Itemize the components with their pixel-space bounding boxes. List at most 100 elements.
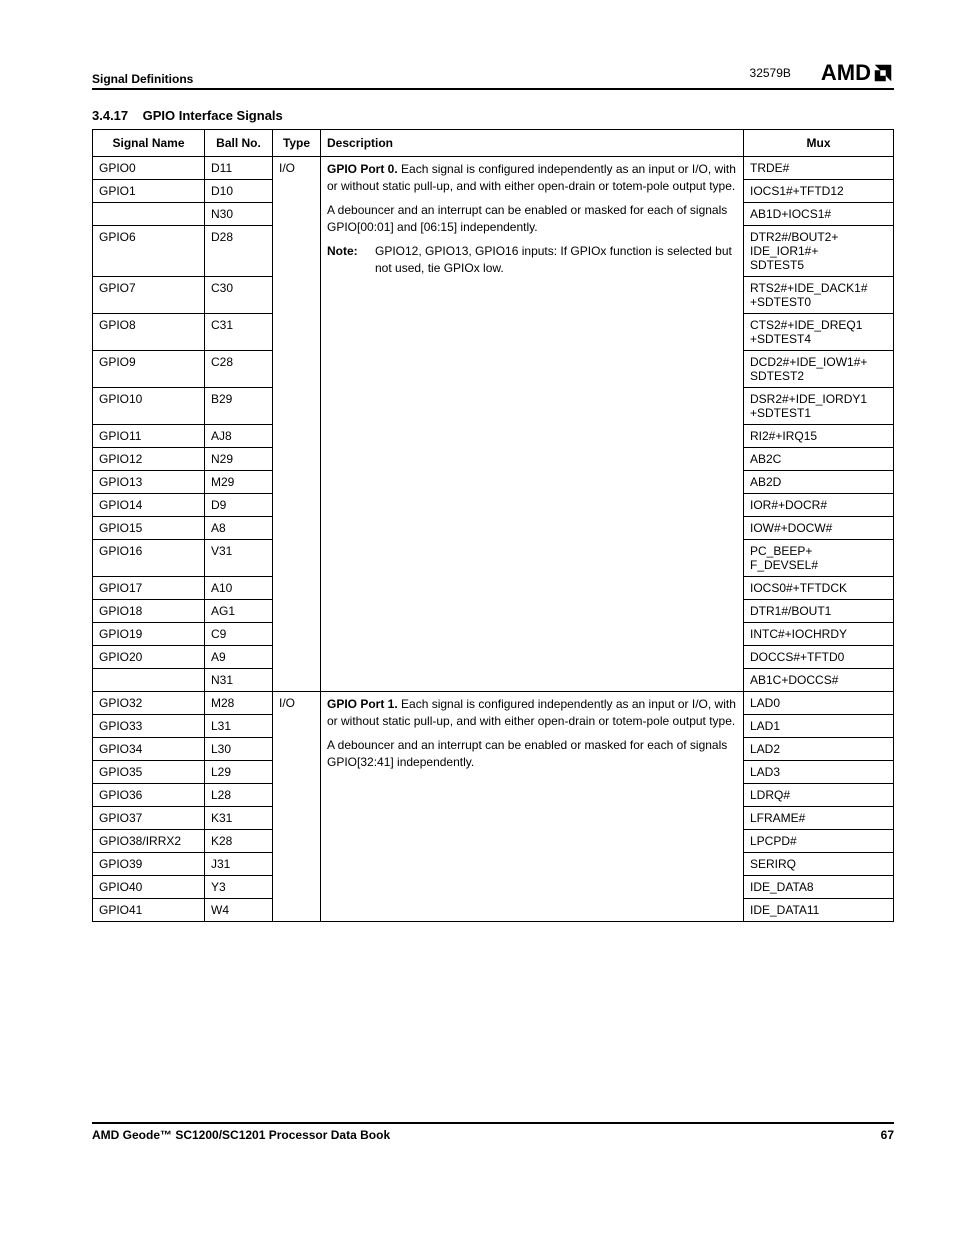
- desc-para2: A debouncer and an interrupt can be enab…: [327, 202, 737, 237]
- ball-cell: D9: [205, 494, 273, 517]
- page-header: Signal Definitions 32579B AMD: [92, 60, 894, 90]
- ball-cell: C28: [205, 351, 273, 388]
- table-row: GPIO0D11I/OGPIO Port 0. Each signal is c…: [93, 157, 894, 180]
- ball-cell: N31: [205, 669, 273, 692]
- mux-cell: SERIRQ: [744, 853, 894, 876]
- mux-cell: PC_BEEP+F_DEVSEL#: [744, 540, 894, 577]
- ball-cell: K31: [205, 807, 273, 830]
- signal-cell: GPIO12: [93, 448, 205, 471]
- ball-cell: K28: [205, 830, 273, 853]
- signal-cell: GPIO32: [93, 692, 205, 715]
- note-text: GPIO12, GPIO13, GPIO16 inputs: If GPIOx …: [375, 243, 737, 278]
- ball-cell: M28: [205, 692, 273, 715]
- signal-cell: GPIO16: [93, 540, 205, 577]
- note-label: Note:: [327, 243, 375, 278]
- mux-cell: IDE_DATA8: [744, 876, 894, 899]
- mux-cell: IOCS1#+TFTD12: [744, 180, 894, 203]
- mux-cell: AB2D: [744, 471, 894, 494]
- signal-cell: GPIO20: [93, 646, 205, 669]
- footer-left: AMD Geode™ SC1200/SC1201 Processor Data …: [92, 1128, 390, 1142]
- desc-para2: A debouncer and an interrupt can be enab…: [327, 737, 737, 772]
- desc-cell: GPIO Port 1. Each signal is configured i…: [321, 692, 744, 922]
- ball-cell: N30: [205, 203, 273, 226]
- signal-cell: GPIO9: [93, 351, 205, 388]
- mux-cell: IOR#+DOCR#: [744, 494, 894, 517]
- signal-cell: GPIO19: [93, 623, 205, 646]
- ball-cell: AG1: [205, 600, 273, 623]
- signal-cell: GPIO0: [93, 157, 205, 180]
- signal-cell: GPIO10: [93, 388, 205, 425]
- signal-cell: GPIO36: [93, 784, 205, 807]
- footer-right: 67: [881, 1128, 894, 1142]
- header-right: 32579B AMD: [750, 60, 894, 86]
- ball-cell: A8: [205, 517, 273, 540]
- desc-lead-bold: GPIO Port 1.: [327, 697, 398, 711]
- table-body: GPIO0D11I/OGPIO Port 0. Each signal is c…: [93, 157, 894, 922]
- signal-cell: GPIO13: [93, 471, 205, 494]
- ball-cell: A9: [205, 646, 273, 669]
- signal-cell: GPIO7: [93, 277, 205, 314]
- ball-cell: Y3: [205, 876, 273, 899]
- ball-cell: J31: [205, 853, 273, 876]
- ball-cell: AJ8: [205, 425, 273, 448]
- mux-cell: LPCPD#: [744, 830, 894, 853]
- signal-cell: [93, 669, 205, 692]
- mux-cell: LFRAME#: [744, 807, 894, 830]
- type-cell: I/O: [273, 157, 321, 692]
- signal-cell: GPIO40: [93, 876, 205, 899]
- ball-cell: L28: [205, 784, 273, 807]
- amd-logo: AMD: [821, 60, 894, 86]
- ball-cell: V31: [205, 540, 273, 577]
- table-header-row: Signal Name Ball No. Type Description Mu…: [93, 130, 894, 157]
- signal-cell: GPIO39: [93, 853, 205, 876]
- mux-cell: AB1C+DOCCS#: [744, 669, 894, 692]
- doc-id: 32579B: [750, 66, 791, 80]
- ball-cell: D11: [205, 157, 273, 180]
- mux-cell: AB2C: [744, 448, 894, 471]
- amd-logo-text: AMD: [821, 60, 871, 86]
- section-number: 3.4.17: [92, 108, 128, 123]
- section-title: 3.4.17 GPIO Interface Signals: [92, 108, 894, 123]
- mux-cell: LAD1: [744, 715, 894, 738]
- signal-cell: GPIO14: [93, 494, 205, 517]
- mux-cell: LAD2: [744, 738, 894, 761]
- mux-cell: IDE_DATA11: [744, 899, 894, 922]
- th-type: Type: [273, 130, 321, 157]
- signal-cell: GPIO37: [93, 807, 205, 830]
- signal-cell: GPIO15: [93, 517, 205, 540]
- mux-cell: IOCS0#+TFTDCK: [744, 577, 894, 600]
- page-footer: AMD Geode™ SC1200/SC1201 Processor Data …: [92, 1122, 894, 1142]
- ball-cell: W4: [205, 899, 273, 922]
- mux-cell: DCD2#+IDE_IOW1#+SDTEST2: [744, 351, 894, 388]
- mux-cell: LDRQ#: [744, 784, 894, 807]
- th-mux: Mux: [744, 130, 894, 157]
- mux-cell: DSR2#+IDE_IORDY1+SDTEST1: [744, 388, 894, 425]
- signal-cell: [93, 203, 205, 226]
- signal-cell: GPIO41: [93, 899, 205, 922]
- signal-cell: GPIO6: [93, 226, 205, 277]
- ball-cell: L31: [205, 715, 273, 738]
- ball-cell: D10: [205, 180, 273, 203]
- th-ball: Ball No.: [205, 130, 273, 157]
- ball-cell: M29: [205, 471, 273, 494]
- signal-cell: GPIO11: [93, 425, 205, 448]
- header-left: Signal Definitions: [92, 72, 193, 86]
- mux-cell: DTR2#/BOUT2+IDE_IOR1#+SDTEST5: [744, 226, 894, 277]
- signal-cell: GPIO34: [93, 738, 205, 761]
- signal-cell: GPIO33: [93, 715, 205, 738]
- mux-cell: RTS2#+IDE_DACK1#+SDTEST0: [744, 277, 894, 314]
- signal-cell: GPIO17: [93, 577, 205, 600]
- mux-cell: LAD0: [744, 692, 894, 715]
- desc-cell: GPIO Port 0. Each signal is configured i…: [321, 157, 744, 692]
- signal-cell: GPIO38/IRRX2: [93, 830, 205, 853]
- mux-cell: IOW#+DOCW#: [744, 517, 894, 540]
- section-heading: GPIO Interface Signals: [143, 108, 283, 123]
- type-cell: I/O: [273, 692, 321, 922]
- th-signal: Signal Name: [93, 130, 205, 157]
- mux-cell: LAD3: [744, 761, 894, 784]
- ball-cell: A10: [205, 577, 273, 600]
- mux-cell: CTS2#+IDE_DREQ1+SDTEST4: [744, 314, 894, 351]
- signals-table: Signal Name Ball No. Type Description Mu…: [92, 129, 894, 922]
- mux-cell: TRDE#: [744, 157, 894, 180]
- mux-cell: AB1D+IOCS1#: [744, 203, 894, 226]
